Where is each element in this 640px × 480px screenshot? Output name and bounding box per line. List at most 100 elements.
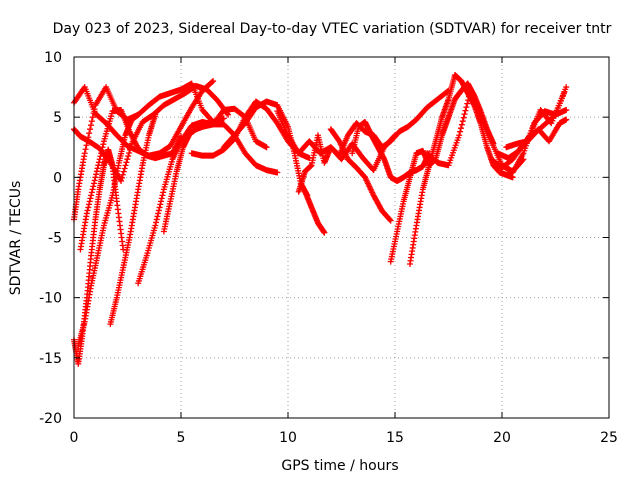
data-point <box>123 159 130 166</box>
data-point <box>220 115 227 122</box>
data-point <box>225 111 232 118</box>
data-point <box>118 174 125 181</box>
data-point <box>152 111 159 118</box>
data-point <box>465 97 472 104</box>
data-point <box>83 210 90 217</box>
data-point <box>460 114 467 121</box>
data-point <box>463 104 470 111</box>
data-point <box>118 177 125 184</box>
data-point <box>263 144 270 151</box>
data-point <box>126 146 133 153</box>
data-point <box>124 156 131 163</box>
series-track-p <box>349 118 433 184</box>
data-point <box>153 219 160 226</box>
y-tick-label: 10 <box>44 50 62 66</box>
data-point <box>90 110 97 117</box>
series-track-r <box>406 72 516 267</box>
data-point <box>152 222 159 229</box>
data-point <box>85 201 92 208</box>
data-point <box>461 111 468 118</box>
data-point <box>89 186 96 193</box>
data-point <box>156 204 163 211</box>
data-point <box>563 84 570 91</box>
data-point <box>86 198 93 205</box>
data-point <box>462 107 469 114</box>
data-point <box>457 125 464 132</box>
data-point <box>86 130 93 137</box>
series-track-q <box>387 80 497 265</box>
data-point <box>98 147 105 154</box>
data-point <box>563 116 570 123</box>
data-point <box>120 168 127 175</box>
series-track-f <box>75 111 142 349</box>
series-track-w <box>499 106 570 176</box>
data-point <box>87 122 94 129</box>
data-point <box>209 78 216 85</box>
x-tick-label: 10 <box>279 430 297 446</box>
y-tick-label: -20 <box>39 411 62 427</box>
data-point <box>321 229 328 236</box>
data-point <box>119 171 126 178</box>
x-axis-label: GPS time / hours <box>281 458 398 474</box>
data-point <box>127 143 134 150</box>
data-point <box>88 189 95 196</box>
data-point <box>159 192 166 199</box>
data-point <box>81 150 88 157</box>
series-track-n <box>302 188 328 236</box>
data-point <box>210 78 217 85</box>
data-point <box>158 198 165 205</box>
data-point <box>94 165 101 172</box>
data-point <box>456 132 463 139</box>
data-point <box>95 162 102 169</box>
series-track-g <box>107 111 159 328</box>
data-point <box>135 111 142 118</box>
data-point <box>95 159 102 166</box>
data-point <box>153 216 160 223</box>
y-tick-label: 5 <box>53 110 62 126</box>
data-point <box>155 210 162 217</box>
data-point <box>122 162 129 169</box>
data-point <box>88 192 95 199</box>
y-tick-label: -5 <box>48 231 62 247</box>
data-point <box>158 195 165 202</box>
data-point <box>82 146 89 153</box>
data-point <box>157 201 164 208</box>
data-point <box>464 100 471 107</box>
data-point <box>387 216 394 223</box>
data-point <box>90 183 97 190</box>
plot-points <box>71 72 570 367</box>
data-point <box>83 142 90 149</box>
data-point <box>90 180 97 187</box>
data-point <box>561 90 568 97</box>
chart-title: Day 023 of 2023, Sidereal Day-to-day VTE… <box>53 21 612 37</box>
data-point <box>100 141 107 148</box>
y-tick-label: -10 <box>39 291 62 307</box>
data-point <box>89 114 96 121</box>
data-point <box>154 213 161 220</box>
data-point <box>85 204 92 211</box>
y-tick-label: 0 <box>53 170 62 186</box>
y-tick-label: -15 <box>39 351 62 367</box>
data-point <box>98 150 105 157</box>
x-tick-label: 25 <box>600 430 618 446</box>
data-point <box>97 153 104 160</box>
x-tick-label: 15 <box>386 430 404 446</box>
series-track-b <box>71 80 227 223</box>
y-axis-label: SDTVAR / TECUs <box>8 181 24 296</box>
x-tick-label: 20 <box>493 430 511 446</box>
data-point <box>160 189 167 196</box>
data-point <box>457 128 464 135</box>
x-tick-label: 0 <box>70 430 79 446</box>
data-point <box>93 168 100 175</box>
data-point <box>459 118 466 125</box>
x-axis: 0 5 10 15 20 25 <box>70 57 618 446</box>
data-point <box>155 207 162 214</box>
data-point <box>91 177 98 184</box>
data-point <box>563 106 570 113</box>
data-point <box>92 174 99 181</box>
series-track-c <box>71 82 232 184</box>
data-point <box>126 149 133 156</box>
y-axis: -20 -15 -10 -5 0 5 10 <box>39 50 609 427</box>
data-point <box>93 171 100 178</box>
